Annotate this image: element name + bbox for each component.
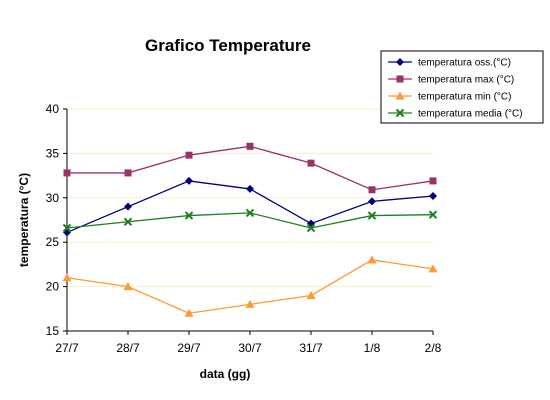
legend-item: temperatura max (°C) xyxy=(388,75,514,86)
x-tick-label: 29/7 xyxy=(177,341,201,355)
data-point xyxy=(184,211,194,220)
data-point xyxy=(307,159,315,167)
legend-label: temperatura min (°C) xyxy=(418,92,511,103)
data-point xyxy=(368,197,376,206)
data-point xyxy=(62,223,72,233)
data-point xyxy=(184,308,194,317)
data-point xyxy=(367,255,377,264)
data-point xyxy=(367,211,377,220)
legend-marker xyxy=(396,58,404,66)
data-point xyxy=(185,151,193,159)
y-tick-label: 20 xyxy=(46,280,60,294)
axes xyxy=(63,108,434,335)
y-tick-label: 25 xyxy=(46,235,60,249)
data-point xyxy=(429,192,437,201)
data-point xyxy=(245,208,255,218)
legend-marker xyxy=(396,75,404,83)
legend-item: temperatura min (°C) xyxy=(388,91,511,103)
series-2 xyxy=(62,255,438,317)
data-point xyxy=(185,176,193,185)
chart-title: Grafico Temperature xyxy=(145,36,311,55)
data-point xyxy=(123,217,133,226)
data-point xyxy=(246,142,254,150)
data-point xyxy=(306,290,316,299)
x-marker-stroke xyxy=(428,210,438,219)
y-tick-label: 15 xyxy=(46,324,60,338)
y-axis-label: temperatura (°C) xyxy=(17,173,31,267)
legend-marker xyxy=(395,91,405,100)
data-point xyxy=(124,202,132,211)
x-axis-label: data (gg) xyxy=(200,367,251,381)
data-point xyxy=(429,177,437,185)
legend: temperatura oss.(°C) temperatura max (°C)… xyxy=(380,50,544,124)
x-marker-stroke xyxy=(62,223,72,233)
series-0 xyxy=(63,176,437,237)
y-tick-label: 30 xyxy=(46,191,60,205)
x-marker-stroke xyxy=(367,211,377,220)
y-tick-label: 40 xyxy=(46,102,60,116)
legend-label: temperatura media (°C) xyxy=(418,109,523,120)
series-line xyxy=(66,212,434,229)
data-point xyxy=(124,169,132,177)
x-marker-stroke xyxy=(123,217,133,226)
legend-label: temperatura oss.(°C) xyxy=(418,58,511,69)
data-point xyxy=(63,169,71,177)
legend-item: temperatura media (°C) xyxy=(388,109,523,120)
x-tick-label: 27/7 xyxy=(55,341,79,355)
grid xyxy=(67,108,433,288)
legend-label: temperatura max (°C) xyxy=(418,75,514,86)
x-tick-label: 28/7 xyxy=(116,341,140,355)
data-point xyxy=(246,184,254,193)
data-point xyxy=(428,264,438,273)
x-marker-stroke xyxy=(245,208,255,218)
x-tick-label: 2/8 xyxy=(425,341,442,355)
data-point xyxy=(306,223,316,233)
series-layer xyxy=(62,142,438,317)
series-1 xyxy=(63,142,437,194)
series-3 xyxy=(62,208,438,233)
x-marker-stroke xyxy=(395,108,405,118)
x-tick-label: 31/7 xyxy=(299,341,323,355)
x-tick-label: 30/7 xyxy=(238,341,262,355)
data-point xyxy=(368,186,376,194)
legend-item: temperatura oss.(°C) xyxy=(388,58,511,69)
tick-labels: 15 20 25 30 35 40 27/7 28/7 29/7 30/7 31/7 1/8 2/8 xyxy=(46,102,442,355)
y-tick-label: 35 xyxy=(46,146,60,160)
data-point xyxy=(123,282,133,291)
legend-marker xyxy=(395,108,405,118)
legend-box xyxy=(380,50,544,124)
data-point xyxy=(428,210,438,219)
data-point xyxy=(62,273,72,282)
x-marker-stroke xyxy=(184,211,194,220)
series-line xyxy=(67,145,434,191)
data-point xyxy=(245,299,255,308)
x-tick-label: 1/8 xyxy=(364,341,381,355)
x-marker-stroke xyxy=(306,223,316,233)
